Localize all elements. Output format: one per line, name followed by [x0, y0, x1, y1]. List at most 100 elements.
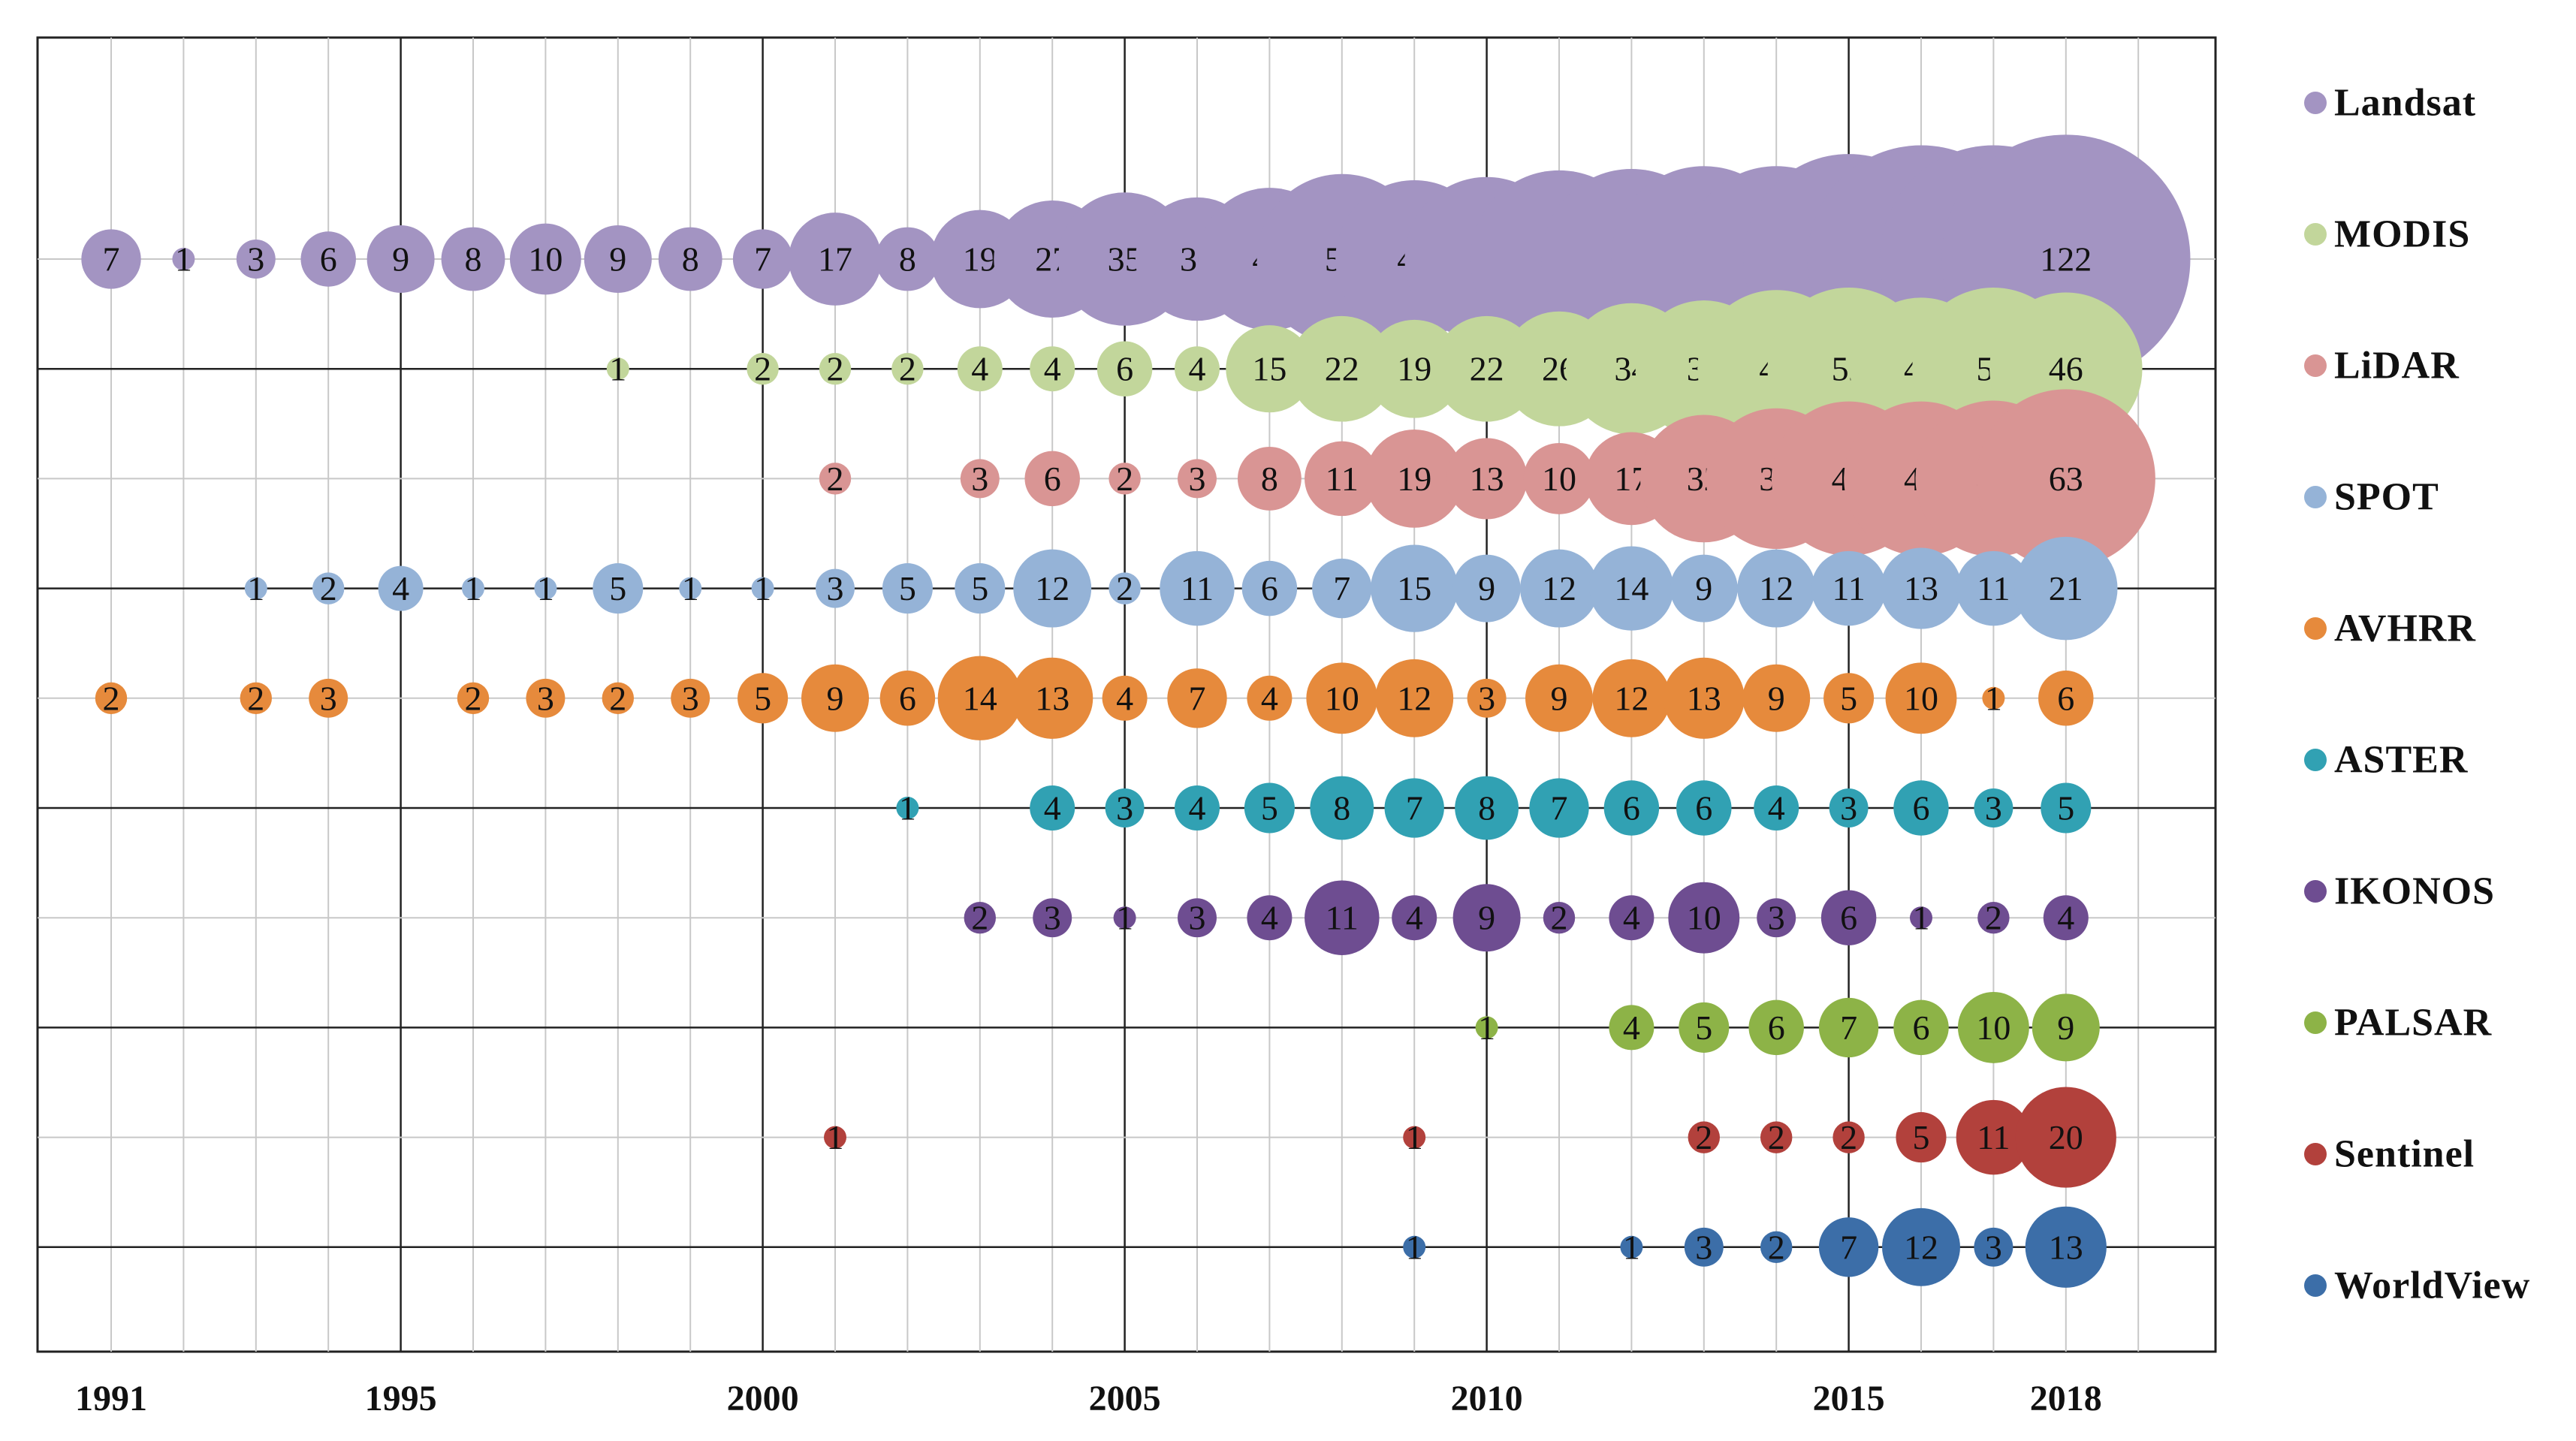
bubble-sentinel-2014: [1760, 1121, 1793, 1153]
bubble-label-spot-1993: 1: [247, 569, 264, 607]
bubble-layer: 7136981098717819273530405749536264686887…: [81, 134, 2191, 1288]
bubble-label-modis-2007: 15: [1252, 350, 1286, 388]
bubble-label-spot-2013: 9: [1695, 569, 1712, 607]
bubble-avhrr-2012: [1592, 659, 1671, 737]
bubble-modis-2008: [1289, 315, 1395, 422]
bubble-avhrr-1991: [95, 682, 128, 715]
bubble-ikonos-2013: [1668, 882, 1740, 954]
bubble-worldview-2016: [1882, 1207, 1960, 1286]
bubble-avhrr-1996: [457, 682, 490, 715]
bubble-label-modis-2004: 4: [1044, 350, 1061, 388]
bubble-label-spot-2010: 9: [1478, 569, 1495, 607]
bubble-avhrr-2006: [1167, 668, 1227, 728]
bubble-ikonos-2007: [1247, 895, 1293, 941]
bubble-label-avhrr-1991: 2: [103, 679, 120, 717]
bubble-label-spot-1998: 5: [609, 569, 626, 607]
bubble-avhrr-2007: [1247, 675, 1293, 721]
bubble-aster-2009: [1384, 778, 1444, 838]
bubble-modis-2009: [1365, 319, 1464, 418]
bubble-ikonos-2015: [1820, 890, 1877, 945]
bubble-modis-2004: [1030, 346, 1075, 392]
bubble-avhrr-2002: [879, 671, 936, 726]
bubble-label-landsat-2001: 17: [818, 240, 852, 279]
legend-label-spot: SPOT: [2334, 476, 2439, 519]
bubble-aster-2010: [1455, 776, 1519, 840]
bubble-label-palsar-2016: 6: [1913, 1008, 1930, 1047]
bubble-label-spot-1994: 2: [320, 569, 337, 607]
bubble-landsat-1993: [236, 240, 276, 279]
series-ikonos: 2 3 1 3 4 11 4 9 2 4 10 3 6 1 2 4: [964, 880, 2089, 955]
bubble-label-worldview-2013: 3: [1695, 1228, 1712, 1266]
bubble-label-aster-2012: 6: [1623, 789, 1640, 828]
bubble-aster-2011: [1529, 778, 1589, 838]
bubble-label-avhrr-2008: 10: [1325, 679, 1359, 717]
bubble-label-spot-2009: 15: [1397, 569, 1431, 607]
bubble-label-palsar-2018: 9: [2057, 1008, 2074, 1047]
bubble-label-lidar-2006: 3: [1189, 460, 1206, 498]
bubble-sentinel-2001: [824, 1126, 846, 1149]
bubble-modis-2002: [891, 352, 924, 385]
bubble-worldview-2014: [1760, 1231, 1793, 1264]
bubble-label-avhrr-2006: 7: [1189, 679, 1206, 717]
bubble-palsar-2018: [2032, 993, 2100, 1062]
bubble-label-modis-2008: 22: [1325, 350, 1359, 388]
legend-label-landsat: Landsat: [2334, 82, 2476, 125]
bubble-label-sentinel-2017: 11: [1977, 1118, 2010, 1156]
bubble-label-modis-2010: 22: [1470, 350, 1504, 388]
bubble-label-palsar-2017: 10: [1976, 1008, 2010, 1047]
bubble-label-spot-2001: 3: [827, 569, 844, 607]
bubble-spot-1999: [679, 577, 702, 600]
bubble-palsar-2010: [1475, 1016, 1498, 1039]
bubble-modis-2006: [1175, 346, 1220, 392]
bubble-ikonos-2014: [1757, 898, 1796, 938]
bubble-label-sentinel-2009: 1: [1406, 1118, 1423, 1156]
bubble-label-spot-1999: 1: [682, 569, 699, 607]
bubble-landsat-1994: [300, 231, 356, 287]
bubble-modis-2000: [747, 352, 779, 385]
bubble-label-palsar-2015: 7: [1840, 1008, 1857, 1047]
bubble-label-ikonos-2018: 4: [2057, 899, 2074, 937]
bubble-sentinel-2017: [1956, 1099, 2032, 1175]
bubble-label-ikonos-2009: 4: [1406, 899, 1423, 937]
bubble-landsat-1995: [366, 225, 435, 293]
bubble-avhrr-2011: [1525, 664, 1593, 732]
bubble-avhrr-1999: [671, 678, 710, 718]
bubble-avhrr-2005: [1102, 675, 1148, 721]
legend-marker-lidar: [2304, 354, 2327, 377]
bubble-label-modis-2005: 6: [1116, 350, 1133, 388]
bubble-label-landsat-1999: 8: [682, 240, 699, 279]
bubble-label-spot-2017: 11: [1977, 569, 2010, 607]
bubble-spot-2003: [955, 563, 1006, 614]
bubble-label-spot-2016: 13: [1904, 569, 1938, 607]
bubble-spot-1993: [244, 577, 267, 600]
bubble-label-ikonos-2015: 6: [1840, 899, 1857, 937]
bubble-label-landsat-1998: 9: [609, 240, 626, 279]
bubble-ikonos-2017: [1977, 901, 2010, 934]
bubble-spot-2012: [1589, 546, 1674, 631]
bubble-avhrr-1993: [240, 682, 273, 715]
bubble-spot-1994: [312, 572, 345, 604]
bubble-spot-2001: [816, 568, 855, 608]
bubble-label-modis-2002: 2: [899, 350, 916, 388]
bubble-lidar-2009: [1365, 430, 1464, 528]
bubble-label-avhrr-2004: 13: [1035, 679, 1069, 717]
bubble-avhrr-2008: [1306, 662, 1378, 734]
bubble-label-spot-2011: 12: [1542, 569, 1576, 607]
bubble-ikonos-2003: [964, 901, 997, 934]
bubble-label-modis-2001: 2: [827, 350, 844, 388]
bubble-label-ikonos-2004: 3: [1044, 899, 1061, 937]
bubble-spot-2015: [1811, 550, 1887, 626]
bubble-label-ikonos-2014: 3: [1768, 899, 1785, 937]
legend-label-modis: MODIS: [2334, 213, 2470, 256]
legend-marker-avhrr: [2304, 617, 2327, 640]
bubble-label-palsar-2013: 5: [1695, 1008, 1712, 1047]
bubble-label-worldview-2017: 3: [1985, 1228, 2002, 1266]
bubble-label-ikonos-2012: 4: [1623, 899, 1640, 937]
legend-label-aster: ASTER: [2334, 739, 2469, 782]
bubble-label-aster-2008: 8: [1333, 789, 1350, 828]
bubble-label-palsar-2012: 4: [1623, 1008, 1640, 1047]
bubble-label-spot-2012: 14: [1614, 569, 1648, 607]
bubble-label-avhrr-1998: 2: [609, 679, 626, 717]
bubble-label-worldview-2012: 1: [1623, 1228, 1640, 1266]
bubble-label-lidar-2018: 63: [2049, 460, 2083, 498]
